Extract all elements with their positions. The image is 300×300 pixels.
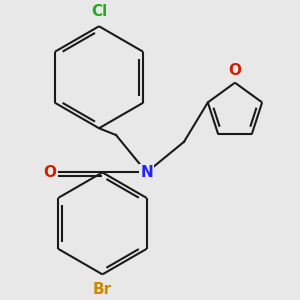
Text: Br: Br: [93, 282, 112, 297]
Text: N: N: [140, 165, 153, 180]
Text: O: O: [44, 165, 57, 180]
Text: O: O: [229, 63, 242, 78]
Text: Cl: Cl: [91, 4, 107, 19]
